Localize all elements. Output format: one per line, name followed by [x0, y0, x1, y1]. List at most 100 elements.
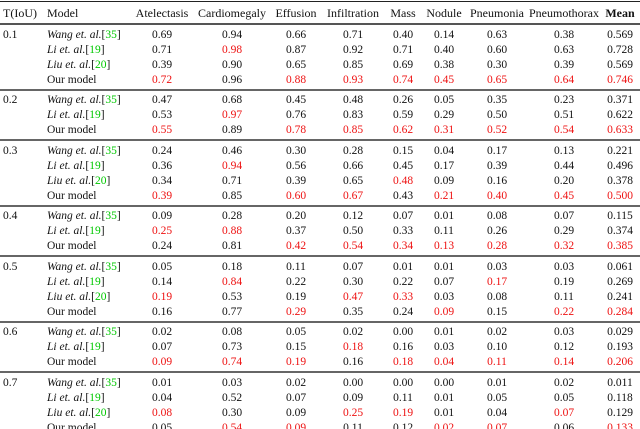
value-cell: 0.85 [342, 58, 364, 71]
value-cell: 0.50 [342, 225, 364, 237]
value-cell: 0.26 [392, 94, 414, 106]
value-cell: 0.29 [433, 109, 455, 121]
tiou-cell [0, 108, 46, 123]
model-name: Liu et. al. [47, 290, 92, 303]
value-cell: 0.83 [342, 109, 364, 121]
model-cell: Wang et. al.[35] [47, 326, 121, 338]
value-cell: 0.07 [486, 421, 508, 429]
value-cell: 0.13 [553, 144, 575, 157]
model-cell: Wang et. al.[35] [47, 260, 121, 273]
value-cell: 0.73 [221, 341, 243, 353]
value-cell: 0.63 [553, 43, 575, 56]
model-name: Li et. al. [47, 225, 86, 237]
model-cell: Wang et. al.[35] [47, 144, 121, 157]
value-cell: 0.34 [151, 174, 173, 187]
tiou-cell [0, 72, 46, 90]
value-cell: 0.31 [433, 124, 455, 136]
value-cell: 0.15 [486, 305, 508, 318]
value-cell: 0.64 [553, 73, 575, 86]
value-cell: 0.04 [433, 356, 455, 368]
table-row: Li et. al.[19] 0.14 0.84 0.22 0.30 0.22 0.07 0.… [0, 274, 640, 289]
model-name: Wang et. al. [47, 210, 102, 222]
value-cell: 0.01 [433, 260, 455, 273]
value-cell: 0.45 [392, 159, 414, 172]
column-header: Nodule [426, 6, 462, 20]
value-cell: 0.03 [221, 376, 243, 389]
value-cell: 0.12 [553, 341, 575, 353]
value-cell: 0.44 [553, 159, 575, 172]
value-cell: 0.55 [151, 124, 173, 136]
citation-ref: 35 [105, 326, 117, 338]
table-row: Liu et. al.[20] 0.08 0.30 0.09 0.25 0.19 0.01 0… [0, 405, 640, 420]
value-cell: 0.89 [221, 124, 243, 136]
column-header: Mean [605, 6, 635, 20]
value-cell: 0.206 [607, 356, 633, 368]
model-name: Li et. al. [47, 275, 86, 288]
value-cell: 0.09 [151, 210, 173, 222]
value-cell: 0.04 [433, 144, 455, 157]
tiou-cell: 0.3 [3, 144, 18, 157]
model-name: Wang et. al. [47, 376, 102, 389]
table-row: 0.1 Wang et. al.[35] 0.69 0.94 0.66 0.71 0.40 0… [0, 24, 640, 42]
value-cell: 0.19 [285, 356, 307, 368]
value-cell: 0.66 [342, 159, 364, 172]
citation-ref: 35 [105, 376, 117, 389]
value-cell: 0.15 [285, 341, 307, 353]
tiou-cell [0, 274, 46, 289]
value-cell: 0.77 [221, 305, 243, 318]
value-cell: 0.24 [392, 305, 414, 318]
value-cell: 0.385 [607, 240, 633, 252]
value-cell: 0.03 [553, 260, 575, 273]
column-header: Cardiomegaly [198, 6, 266, 20]
model-cell: Our model [47, 356, 97, 368]
value-cell: 0.33 [392, 290, 414, 303]
table-row: Our model 0.55 0.89 0.78 0.85 0.62 0.31 0.52 0.5… [0, 123, 640, 141]
value-cell: 0.23 [553, 94, 575, 106]
table-row: Our model 0.39 0.85 0.60 0.67 0.43 0.21 0.40 0.4… [0, 188, 640, 206]
value-cell: 0.02 [553, 376, 575, 389]
column-header: T(IoU) [3, 6, 37, 20]
value-cell: 0.51 [553, 109, 575, 121]
value-cell: 0.18 [221, 260, 243, 273]
value-cell: 0.45 [285, 94, 307, 106]
value-cell: 0.52 [221, 391, 243, 404]
table-row: Our model 0.09 0.74 0.19 0.16 0.18 0.04 0.11 0.1… [0, 355, 640, 373]
tiou-cell [0, 304, 46, 322]
value-cell: 0.45 [553, 189, 575, 202]
column-header: Atelectasis [135, 6, 189, 20]
value-cell: 0.374 [607, 225, 633, 237]
tiou-cell [0, 173, 46, 188]
tiou-cell [0, 390, 46, 405]
value-cell: 0.53 [151, 109, 173, 121]
value-cell: 0.03 [433, 341, 455, 353]
value-cell: 0.20 [553, 174, 575, 187]
value-cell: 0.98 [221, 43, 243, 56]
value-cell: 0.00 [342, 376, 364, 389]
value-cell: 0.25 [342, 406, 364, 419]
value-cell: 0.88 [285, 73, 307, 86]
value-cell: 0.94 [221, 159, 243, 172]
iou-group: 0.4 Wang et. al.[35] 0.09 0.28 0.20 0.12 0.07 0… [0, 206, 640, 256]
value-cell: 0.01 [433, 210, 455, 222]
value-cell: 0.11 [487, 356, 507, 368]
citation-ref: 20 [94, 290, 107, 303]
value-cell: 0.16 [151, 305, 173, 318]
value-cell: 0.32 [553, 240, 575, 252]
value-cell: 0.07 [433, 275, 455, 288]
value-cell: 0.38 [553, 28, 575, 41]
value-cell: 0.13 [433, 240, 455, 252]
value-cell: 0.29 [553, 225, 575, 237]
column-header: Infiltration [327, 6, 379, 20]
model-cell: Li et. al.[19] [47, 341, 105, 353]
value-cell: 0.88 [221, 225, 243, 237]
value-cell: 0.63 [486, 28, 508, 41]
value-cell: 0.30 [285, 144, 307, 157]
value-cell: 0.03 [486, 260, 508, 273]
value-cell: 0.30 [221, 406, 243, 419]
header-row: T(IoU) Model Atelectasis Cardiomegaly Effusi… [0, 2, 640, 24]
value-cell: 0.05 [553, 391, 575, 404]
value-cell: 0.08 [486, 290, 508, 303]
value-cell: 0.193 [607, 341, 633, 353]
value-cell: 0.48 [342, 94, 364, 106]
